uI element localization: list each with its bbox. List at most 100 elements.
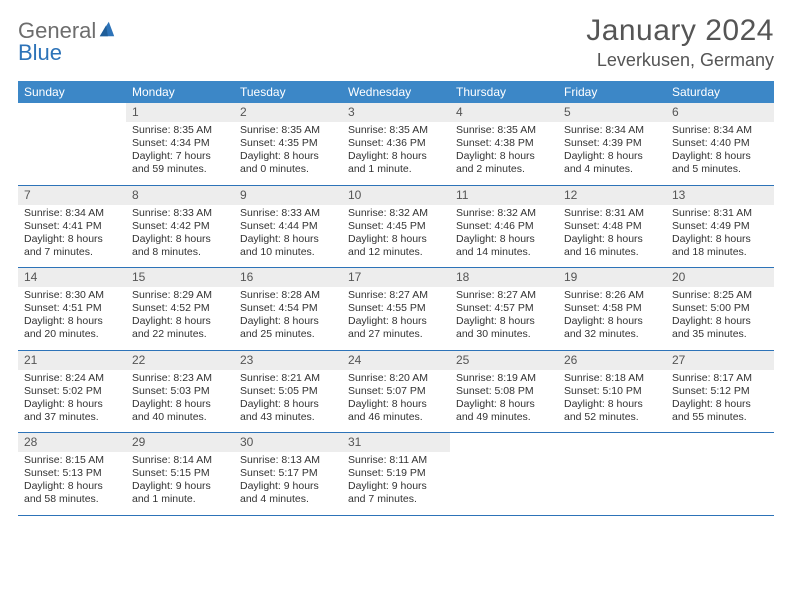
weekday-header: Monday [126,81,234,103]
calendar-day-cell: 24Sunrise: 8:20 AMSunset: 5:07 PMDayligh… [342,350,450,433]
calendar-day-cell: 31Sunrise: 8:11 AMSunset: 5:19 PMDayligh… [342,433,450,516]
day-details: Sunrise: 8:15 AMSunset: 5:13 PMDaylight:… [18,452,126,515]
day-number: 9 [234,186,342,205]
title-block: January 2024 Leverkusen, Germany [586,14,774,71]
calendar-day-cell: 15Sunrise: 8:29 AMSunset: 4:52 PMDayligh… [126,268,234,351]
day-details: Sunrise: 8:14 AMSunset: 5:15 PMDaylight:… [126,452,234,515]
calendar-week-row: 28Sunrise: 8:15 AMSunset: 5:13 PMDayligh… [18,433,774,516]
calendar-day-cell [450,433,558,516]
day-number: 15 [126,268,234,287]
page-title: January 2024 [586,14,774,48]
weekday-header: Thursday [450,81,558,103]
day-number: 28 [18,433,126,452]
day-details: Sunrise: 8:35 AMSunset: 4:38 PMDaylight:… [450,122,558,185]
day-details: Sunrise: 8:31 AMSunset: 4:48 PMDaylight:… [558,205,666,268]
calendar-week-row: 7Sunrise: 8:34 AMSunset: 4:41 PMDaylight… [18,185,774,268]
calendar-day-cell: 6Sunrise: 8:34 AMSunset: 4:40 PMDaylight… [666,103,774,185]
day-details: Sunrise: 8:32 AMSunset: 4:46 PMDaylight:… [450,205,558,268]
calendar-day-cell: 9Sunrise: 8:33 AMSunset: 4:44 PMDaylight… [234,185,342,268]
day-number: 18 [450,268,558,287]
day-details: Sunrise: 8:29 AMSunset: 4:52 PMDaylight:… [126,287,234,350]
location-text: Leverkusen, Germany [586,50,774,71]
calendar-day-cell: 23Sunrise: 8:21 AMSunset: 5:05 PMDayligh… [234,350,342,433]
day-details: Sunrise: 8:25 AMSunset: 5:00 PMDaylight:… [666,287,774,350]
day-number: 21 [18,351,126,370]
day-details: Sunrise: 8:19 AMSunset: 5:08 PMDaylight:… [450,370,558,433]
brand-part2: Blue [18,40,62,65]
day-number: 23 [234,351,342,370]
day-details: Sunrise: 8:21 AMSunset: 5:05 PMDaylight:… [234,370,342,433]
calendar-day-cell [558,433,666,516]
day-number: 30 [234,433,342,452]
day-number: 10 [342,186,450,205]
day-number: 27 [666,351,774,370]
day-details: Sunrise: 8:18 AMSunset: 5:10 PMDaylight:… [558,370,666,433]
day-details: Sunrise: 8:31 AMSunset: 4:49 PMDaylight:… [666,205,774,268]
day-number: 24 [342,351,450,370]
header: GeneralBlue January 2024 Leverkusen, Ger… [18,14,774,71]
calendar-day-cell: 28Sunrise: 8:15 AMSunset: 5:13 PMDayligh… [18,433,126,516]
day-details: Sunrise: 8:35 AMSunset: 4:34 PMDaylight:… [126,122,234,185]
day-details: Sunrise: 8:34 AMSunset: 4:40 PMDaylight:… [666,122,774,185]
calendar-day-cell: 11Sunrise: 8:32 AMSunset: 4:46 PMDayligh… [450,185,558,268]
day-number: 7 [18,186,126,205]
calendar-day-cell: 16Sunrise: 8:28 AMSunset: 4:54 PMDayligh… [234,268,342,351]
calendar-week-row: 1Sunrise: 8:35 AMSunset: 4:34 PMDaylight… [18,103,774,185]
day-number: 26 [558,351,666,370]
day-details: Sunrise: 8:32 AMSunset: 4:45 PMDaylight:… [342,205,450,268]
calendar-day-cell: 30Sunrise: 8:13 AMSunset: 5:17 PMDayligh… [234,433,342,516]
day-details: Sunrise: 8:33 AMSunset: 4:44 PMDaylight:… [234,205,342,268]
calendar-day-cell: 18Sunrise: 8:27 AMSunset: 4:57 PMDayligh… [450,268,558,351]
calendar-body: 1Sunrise: 8:35 AMSunset: 4:34 PMDaylight… [18,103,774,515]
calendar-day-cell: 13Sunrise: 8:31 AMSunset: 4:49 PMDayligh… [666,185,774,268]
calendar-day-cell [666,433,774,516]
calendar-day-cell: 14Sunrise: 8:30 AMSunset: 4:51 PMDayligh… [18,268,126,351]
day-number: 3 [342,103,450,122]
weekday-header: Friday [558,81,666,103]
calendar-week-row: 21Sunrise: 8:24 AMSunset: 5:02 PMDayligh… [18,350,774,433]
calendar-day-cell: 4Sunrise: 8:35 AMSunset: 4:38 PMDaylight… [450,103,558,185]
day-number: 14 [18,268,126,287]
day-number: 8 [126,186,234,205]
calendar-day-cell: 25Sunrise: 8:19 AMSunset: 5:08 PMDayligh… [450,350,558,433]
calendar-day-cell: 1Sunrise: 8:35 AMSunset: 4:34 PMDaylight… [126,103,234,185]
calendar-week-row: 14Sunrise: 8:30 AMSunset: 4:51 PMDayligh… [18,268,774,351]
calendar-day-cell: 12Sunrise: 8:31 AMSunset: 4:48 PMDayligh… [558,185,666,268]
calendar-day-cell: 27Sunrise: 8:17 AMSunset: 5:12 PMDayligh… [666,350,774,433]
calendar-day-cell: 26Sunrise: 8:18 AMSunset: 5:10 PMDayligh… [558,350,666,433]
day-number: 16 [234,268,342,287]
day-details: Sunrise: 8:11 AMSunset: 5:19 PMDaylight:… [342,452,450,515]
day-number: 17 [342,268,450,287]
weekday-header: Wednesday [342,81,450,103]
calendar-day-cell: 8Sunrise: 8:33 AMSunset: 4:42 PMDaylight… [126,185,234,268]
day-details: Sunrise: 8:30 AMSunset: 4:51 PMDaylight:… [18,287,126,350]
day-number: 19 [558,268,666,287]
day-details: Sunrise: 8:20 AMSunset: 5:07 PMDaylight:… [342,370,450,433]
day-number: 1 [126,103,234,122]
day-number: 6 [666,103,774,122]
calendar-day-cell: 29Sunrise: 8:14 AMSunset: 5:15 PMDayligh… [126,433,234,516]
day-details: Sunrise: 8:33 AMSunset: 4:42 PMDaylight:… [126,205,234,268]
day-details: Sunrise: 8:34 AMSunset: 4:39 PMDaylight:… [558,122,666,185]
calendar-day-cell: 17Sunrise: 8:27 AMSunset: 4:55 PMDayligh… [342,268,450,351]
day-number: 13 [666,186,774,205]
day-number: 12 [558,186,666,205]
day-number: 29 [126,433,234,452]
sail-icon [98,20,116,42]
brand-logo: GeneralBlue [18,20,116,64]
day-number: 20 [666,268,774,287]
day-details: Sunrise: 8:24 AMSunset: 5:02 PMDaylight:… [18,370,126,433]
day-details: Sunrise: 8:17 AMSunset: 5:12 PMDaylight:… [666,370,774,433]
day-details: Sunrise: 8:28 AMSunset: 4:54 PMDaylight:… [234,287,342,350]
calendar-day-cell [18,103,126,185]
day-number: 22 [126,351,234,370]
brand-part1: General [18,20,96,42]
day-details: Sunrise: 8:35 AMSunset: 4:36 PMDaylight:… [342,122,450,185]
day-number: 25 [450,351,558,370]
day-number: 11 [450,186,558,205]
weekday-header: Saturday [666,81,774,103]
calendar-day-cell: 21Sunrise: 8:24 AMSunset: 5:02 PMDayligh… [18,350,126,433]
calendar-day-cell: 2Sunrise: 8:35 AMSunset: 4:35 PMDaylight… [234,103,342,185]
day-details: Sunrise: 8:13 AMSunset: 5:17 PMDaylight:… [234,452,342,515]
day-details: Sunrise: 8:34 AMSunset: 4:41 PMDaylight:… [18,205,126,268]
